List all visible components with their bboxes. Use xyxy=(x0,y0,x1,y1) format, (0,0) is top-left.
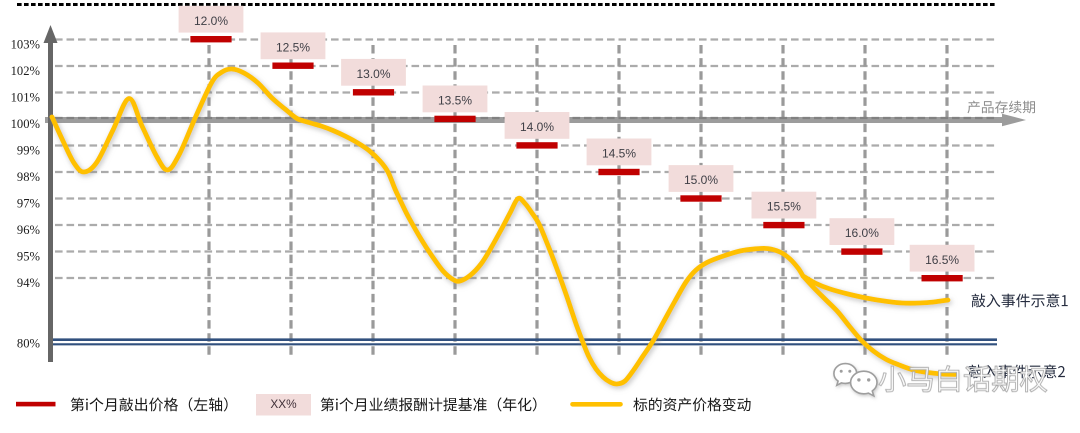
svg-text:14.0%: 14.0% xyxy=(520,120,554,134)
svg-text:15.0%: 15.0% xyxy=(684,173,718,187)
svg-text:102%: 102% xyxy=(11,64,41,78)
svg-text:98%: 98% xyxy=(17,170,41,184)
svg-text:96%: 96% xyxy=(17,223,41,237)
svg-text:12.0%: 12.0% xyxy=(194,14,228,28)
svg-text:80%: 80% xyxy=(17,336,41,350)
svg-text:97%: 97% xyxy=(17,196,41,210)
svg-text:100%: 100% xyxy=(11,117,41,131)
svg-text:101%: 101% xyxy=(11,90,41,104)
svg-text:12.5%: 12.5% xyxy=(276,40,310,54)
svg-text:95%: 95% xyxy=(17,249,41,263)
svg-text:99%: 99% xyxy=(17,143,41,157)
svg-text:13.0%: 13.0% xyxy=(356,67,390,81)
svg-text:15.5%: 15.5% xyxy=(767,200,801,214)
svg-text:14.5%: 14.5% xyxy=(602,147,636,161)
svg-text:103%: 103% xyxy=(11,37,41,51)
svg-text:16.0%: 16.0% xyxy=(845,226,879,240)
svg-text:XX%: XX% xyxy=(270,397,297,411)
svg-text:16.5%: 16.5% xyxy=(925,253,959,267)
svg-text:94%: 94% xyxy=(17,276,41,290)
svg-text:13.5%: 13.5% xyxy=(438,94,472,108)
